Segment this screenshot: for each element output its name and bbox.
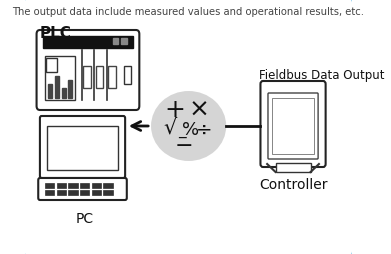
Bar — [83, 66, 91, 88]
Bar — [92, 183, 101, 188]
FancyBboxPatch shape — [40, 116, 125, 178]
Text: ×: × — [189, 98, 210, 122]
Bar — [272, 98, 314, 154]
Bar — [45, 56, 75, 100]
Text: Controller: Controller — [259, 178, 327, 192]
FancyBboxPatch shape — [260, 81, 326, 167]
Bar — [68, 190, 77, 195]
Bar — [45, 190, 54, 195]
Bar — [68, 183, 77, 188]
FancyBboxPatch shape — [23, 0, 353, 254]
FancyArrowPatch shape — [132, 122, 148, 131]
FancyBboxPatch shape — [37, 30, 139, 110]
Bar — [92, 190, 101, 195]
Text: ÷: ÷ — [196, 120, 212, 139]
Bar — [96, 66, 103, 88]
Bar — [103, 190, 113, 195]
Bar — [80, 183, 89, 188]
Text: √: √ — [163, 118, 177, 138]
Text: %: % — [182, 121, 199, 139]
Bar — [47, 126, 118, 170]
Text: PLC: PLC — [40, 26, 72, 41]
Bar — [45, 183, 54, 188]
Bar — [276, 163, 310, 172]
Text: −: − — [175, 136, 194, 156]
Text: _: _ — [178, 122, 186, 137]
Bar — [68, 80, 72, 98]
Bar — [55, 76, 59, 98]
Bar — [113, 38, 118, 44]
Text: +: + — [164, 98, 185, 122]
Bar — [57, 183, 66, 188]
Bar — [57, 190, 66, 195]
Bar — [46, 58, 57, 72]
Bar — [121, 38, 127, 44]
Ellipse shape — [151, 91, 226, 161]
Text: PC: PC — [75, 212, 93, 226]
Bar — [124, 66, 131, 84]
Bar — [62, 88, 66, 98]
Text: Fieldbus Data Output: Fieldbus Data Output — [259, 69, 384, 82]
Bar — [48, 84, 52, 98]
Text: The output data include measured values and operational results, etc.: The output data include measured values … — [12, 7, 364, 17]
Bar — [108, 66, 116, 88]
Bar — [103, 183, 113, 188]
Bar — [43, 36, 133, 48]
Bar — [80, 190, 89, 195]
FancyBboxPatch shape — [268, 93, 318, 159]
FancyBboxPatch shape — [38, 178, 127, 200]
